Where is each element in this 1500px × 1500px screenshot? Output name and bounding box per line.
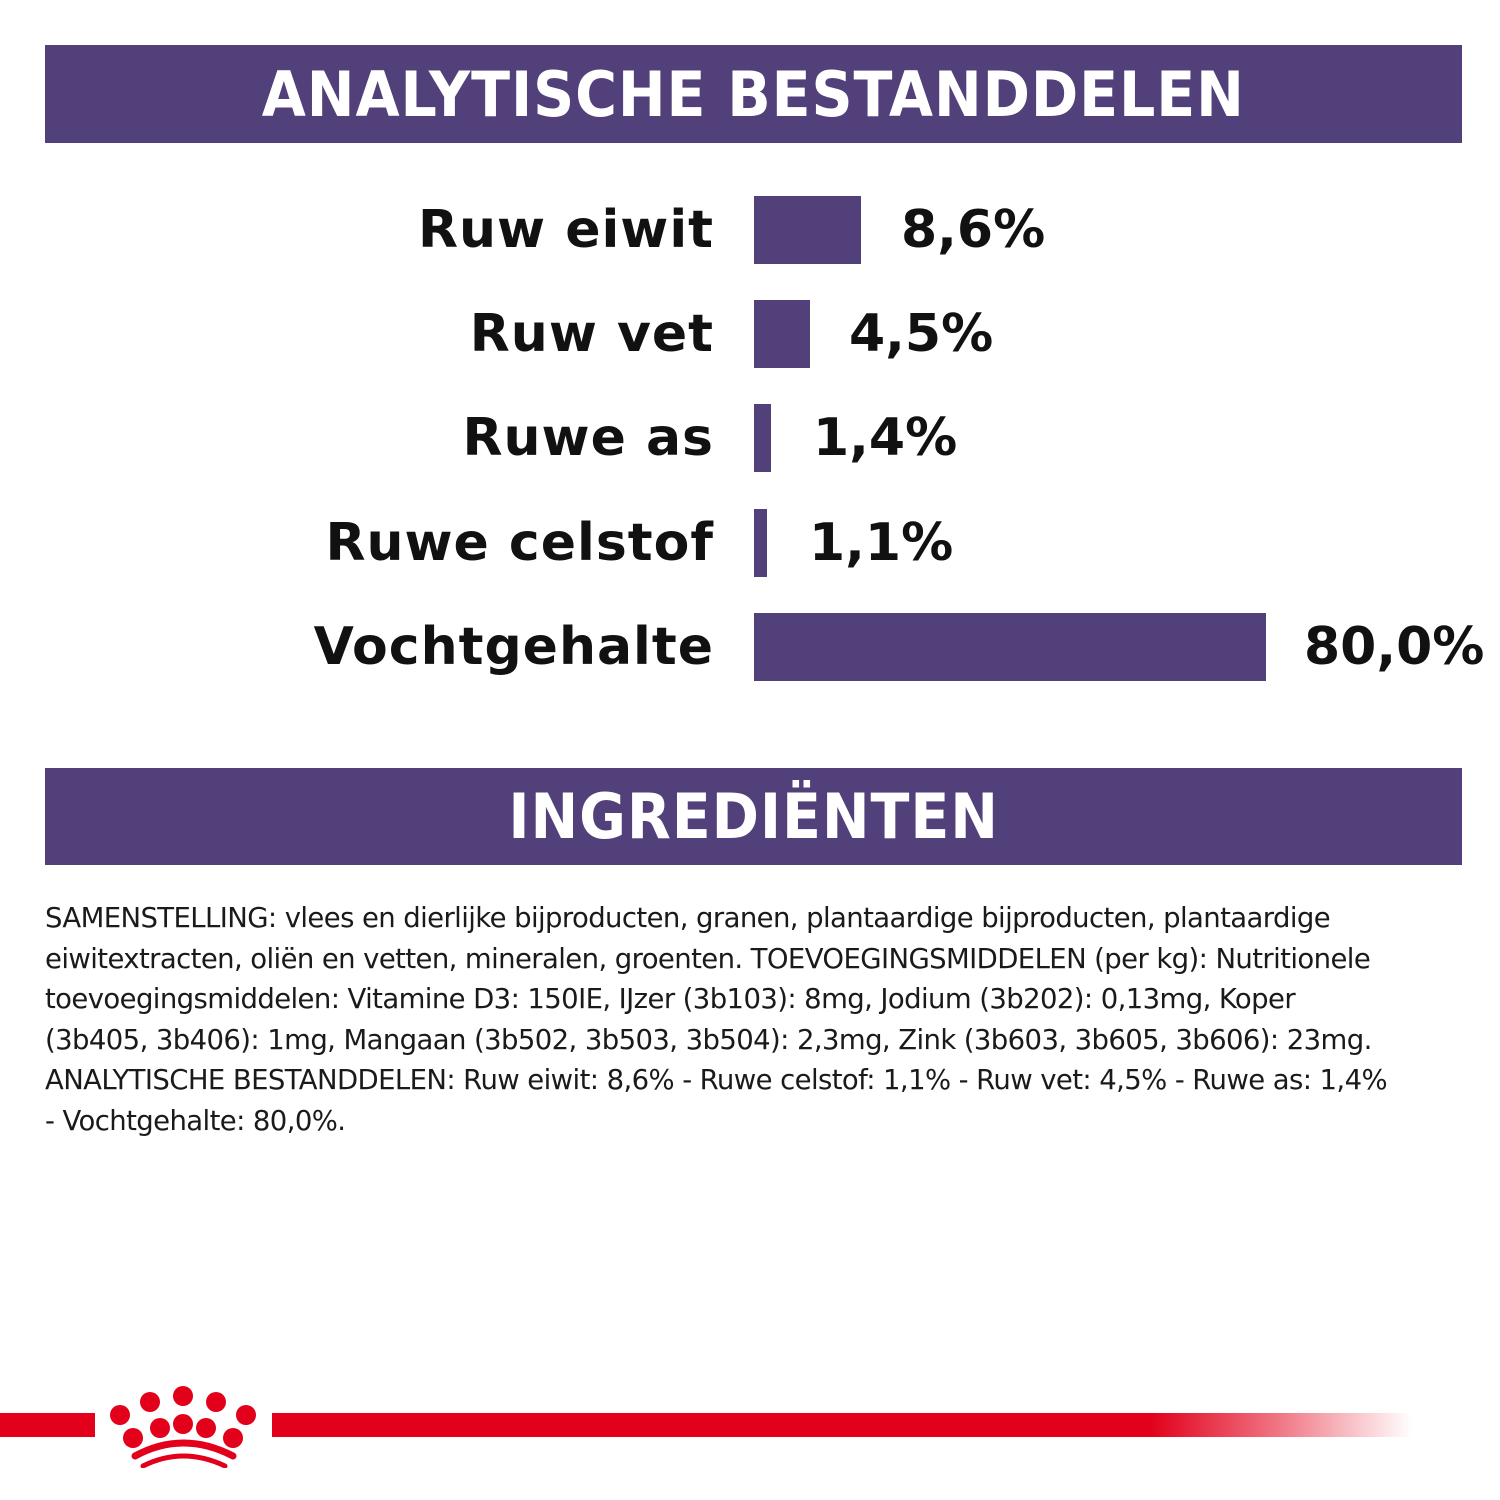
- row-bar: [754, 509, 767, 577]
- analytical-constituents-header: ANALYTISCHE BESTANDDELEN: [45, 45, 1462, 143]
- row-value: 1,4%: [813, 408, 958, 468]
- chart-row-ruw-eiwit: Ruw eiwit 8,6%: [0, 196, 1500, 264]
- row-label: Ruw vet: [469, 304, 714, 364]
- row-bar: [754, 300, 810, 368]
- row-bar: [754, 404, 771, 472]
- row-label: Ruwe as: [462, 408, 714, 468]
- ingredients-line: - Vochtgehalte: 80,0%.: [45, 1104, 346, 1137]
- ingredients-header: INGREDIËNTEN: [45, 768, 1462, 865]
- footer-red-line-left: [0, 1413, 95, 1437]
- row-label: Ruw eiwit: [417, 200, 714, 260]
- crown-logo-icon: [110, 1386, 256, 1468]
- row-label: Vochtgehalte: [313, 617, 714, 677]
- row-label: Ruwe celstof: [325, 513, 714, 573]
- ingredients-title: INGREDIËNTEN: [508, 780, 999, 853]
- analytical-constituents-title: ANALYTISCHE BESTANDDELEN: [261, 57, 1246, 131]
- row-bar: [754, 196, 861, 264]
- row-value: 4,5%: [849, 304, 994, 364]
- ingredients-line: (3b405, 3b406): 1mg, Mangaan (3b502, 3b5…: [45, 1023, 1372, 1056]
- chart-row-vochtgehalte: Vochtgehalte 80,0%: [0, 613, 1500, 681]
- row-value: 8,6%: [901, 200, 1046, 260]
- row-value: 80,0%: [1304, 617, 1485, 677]
- chart-row-ruwe-as: Ruwe as 1,4%: [0, 404, 1500, 472]
- ingredients-line: toevoegingsmiddelen: Vitamine D3: 150IE,…: [45, 983, 1296, 1015]
- row-value: 1,1%: [809, 513, 954, 573]
- chart-row-ruwe-celstof: Ruwe celstof 1,1%: [0, 509, 1500, 577]
- ingredients-line: ANALYTISCHE BESTANDDELEN: Ruw eiwit: 8,6…: [45, 1064, 1388, 1096]
- row-bar: [754, 613, 1266, 681]
- ingredients-line: SAMENSTELLING: vlees en dierlijke bijpro…: [45, 902, 1331, 934]
- chart-row-ruw-vet: Ruw vet 4,5%: [0, 300, 1500, 368]
- ingredients-text: SAMENSTELLING: vlees en dierlijke bijpro…: [45, 898, 1465, 1141]
- footer-red-line-right: [272, 1413, 1412, 1437]
- ingredients-line: eiwitextracten, oliën en vetten, mineral…: [45, 942, 1371, 975]
